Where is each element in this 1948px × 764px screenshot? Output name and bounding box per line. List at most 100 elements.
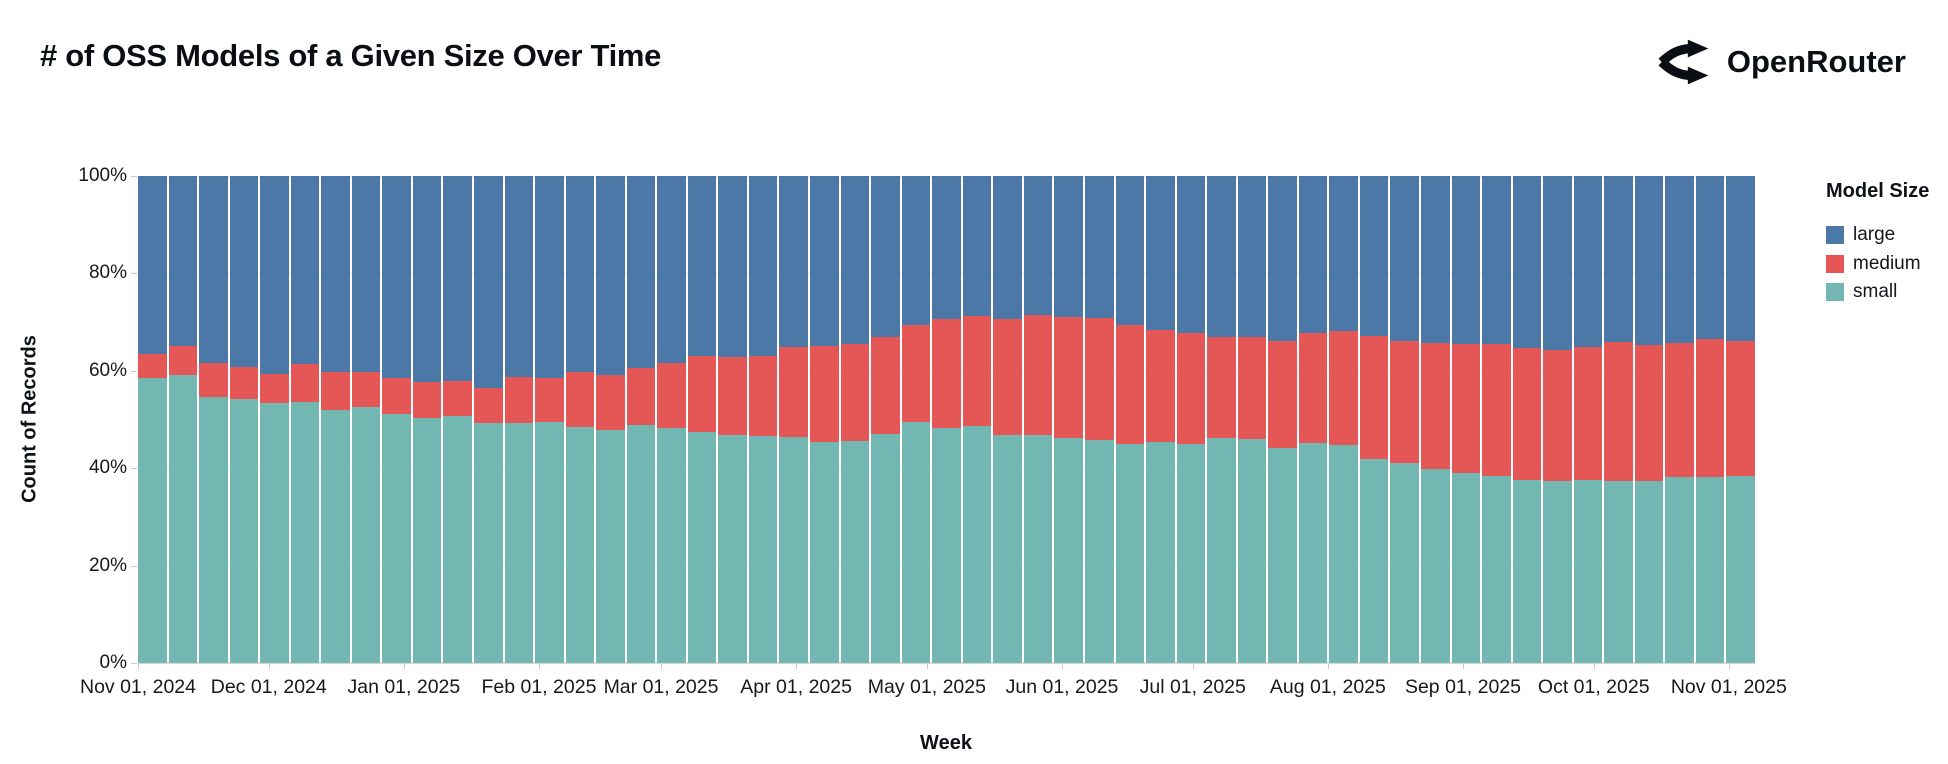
bar-segment-large[interactable] (351, 176, 381, 372)
bar-segment-small[interactable] (1451, 473, 1481, 663)
bar-segment-large[interactable] (1573, 176, 1603, 347)
bar-segment-large[interactable] (382, 176, 411, 378)
stacked-bar-week-43[interactable] (1451, 176, 1481, 663)
bar-segment-small[interactable] (412, 417, 442, 663)
bar-segment-large[interactable] (1420, 176, 1450, 344)
stacked-bar-week-10[interactable] (443, 176, 473, 663)
bar-segment-medium[interactable] (290, 364, 320, 402)
stacked-bar-week-42[interactable] (1420, 176, 1450, 663)
bar-segment-medium[interactable] (1512, 347, 1542, 481)
stacked-bar-week-37[interactable] (1268, 176, 1297, 663)
bar-segment-small[interactable] (382, 413, 411, 663)
bar-segment-medium[interactable] (810, 345, 839, 442)
bar-segment-large[interactable] (229, 176, 259, 367)
stacked-bar-week-47[interactable] (1573, 176, 1603, 663)
bar-segment-large[interactable] (1084, 176, 1114, 318)
bar-segment-medium[interactable] (1329, 331, 1358, 446)
bar-segment-small[interactable] (1084, 440, 1114, 663)
stacked-bar-week-50[interactable] (1665, 176, 1694, 663)
stacked-bar-week-28[interactable] (993, 176, 1022, 663)
bar-segment-large[interactable] (1207, 176, 1236, 338)
stacked-bar-week-1[interactable] (168, 176, 198, 663)
bar-segment-large[interactable] (565, 176, 595, 373)
bar-segment-medium[interactable] (1420, 343, 1450, 470)
bar-segment-medium[interactable] (1573, 346, 1603, 481)
bar-segment-small[interactable] (1543, 480, 1572, 663)
bar-segment-small[interactable] (810, 441, 839, 663)
bar-segment-medium[interactable] (1726, 340, 1755, 476)
bar-segment-medium[interactable] (596, 374, 625, 430)
bar-segment-medium[interactable] (138, 353, 167, 378)
bar-segment-large[interactable] (321, 176, 350, 372)
bar-segment-large[interactable] (687, 176, 717, 357)
bar-segment-large[interactable] (1023, 176, 1053, 316)
bar-segment-large[interactable] (962, 176, 992, 317)
stacked-bar-week-27[interactable] (962, 176, 992, 663)
stacked-bar-week-52[interactable] (1726, 176, 1755, 663)
stacked-bar-week-34[interactable] (1176, 176, 1206, 663)
bar-segment-small[interactable] (199, 396, 228, 663)
bar-segment-small[interactable] (779, 436, 809, 663)
stacked-bar-week-31[interactable] (1084, 176, 1114, 663)
bar-segment-small[interactable] (1604, 480, 1633, 663)
bar-segment-medium[interactable] (351, 371, 381, 407)
bar-segment-large[interactable] (1451, 176, 1481, 344)
bar-segment-small[interactable] (901, 421, 931, 663)
bar-segment-small[interactable] (687, 432, 717, 663)
stacked-bar-week-45[interactable] (1512, 176, 1542, 663)
bar-segment-large[interactable] (1176, 176, 1206, 333)
bar-segment-large[interactable] (657, 176, 686, 363)
stacked-bar-week-7[interactable] (351, 176, 381, 663)
stacked-bar-week-19[interactable] (718, 176, 747, 663)
stacked-bar-week-20[interactable] (748, 176, 778, 663)
bar-segment-medium[interactable] (1695, 338, 1725, 477)
bar-segment-large[interactable] (871, 176, 900, 337)
stacked-bar-week-24[interactable] (871, 176, 900, 663)
bar-segment-large[interactable] (1329, 176, 1358, 332)
bar-segment-large[interactable] (596, 176, 625, 375)
stacked-bar-week-9[interactable] (412, 176, 442, 663)
bar-segment-large[interactable] (748, 176, 778, 357)
bar-segment-medium[interactable] (1268, 341, 1297, 448)
bar-segment-small[interactable] (229, 399, 259, 663)
bar-segment-medium[interactable] (1451, 344, 1481, 474)
bar-segment-medium[interactable] (1176, 332, 1206, 445)
bar-segment-medium[interactable] (748, 356, 778, 437)
bar-segment-large[interactable] (1482, 176, 1511, 344)
bar-segment-small[interactable] (290, 401, 320, 663)
stacked-bar-week-49[interactable] (1634, 176, 1664, 663)
bar-segment-small[interactable] (871, 433, 900, 663)
bar-segment-medium[interactable] (412, 381, 442, 418)
stacked-bar-week-26[interactable] (932, 176, 961, 663)
bar-segment-small[interactable] (351, 406, 381, 663)
bar-segment-medium[interactable] (443, 380, 473, 417)
bar-segment-large[interactable] (138, 176, 167, 354)
bar-segment-medium[interactable] (321, 371, 350, 411)
bar-segment-medium[interactable] (657, 363, 686, 429)
bar-segment-medium[interactable] (535, 377, 564, 423)
bar-segment-medium[interactable] (779, 346, 809, 437)
bar-segment-small[interactable] (1482, 475, 1511, 663)
stacked-bar-week-17[interactable] (657, 176, 686, 663)
bar-segment-large[interactable] (1054, 176, 1083, 317)
bar-segment-large[interactable] (993, 176, 1022, 320)
bar-segment-small[interactable] (657, 428, 686, 663)
bar-segment-medium[interactable] (168, 346, 198, 376)
bar-segment-large[interactable] (1665, 176, 1694, 344)
stacked-bar-week-30[interactable] (1054, 176, 1083, 663)
stacked-bar-week-4[interactable] (260, 176, 289, 663)
bar-segment-large[interactable] (1298, 176, 1328, 334)
bar-segment-small[interactable] (1726, 475, 1755, 663)
stacked-bar-week-2[interactable] (199, 176, 228, 663)
bar-segment-medium[interactable] (1390, 340, 1419, 464)
stacked-bar-week-16[interactable] (626, 176, 656, 663)
bar-segment-small[interactable] (1390, 463, 1419, 663)
stacked-bar-week-13[interactable] (535, 176, 564, 663)
bar-segment-small[interactable] (535, 422, 564, 663)
bar-segment-medium[interactable] (871, 336, 900, 434)
bar-segment-small[interactable] (1115, 443, 1145, 663)
bar-segment-large[interactable] (443, 176, 473, 381)
bar-segment-large[interactable] (1237, 176, 1267, 337)
bar-segment-medium[interactable] (474, 387, 503, 424)
bar-segment-medium[interactable] (565, 372, 595, 427)
